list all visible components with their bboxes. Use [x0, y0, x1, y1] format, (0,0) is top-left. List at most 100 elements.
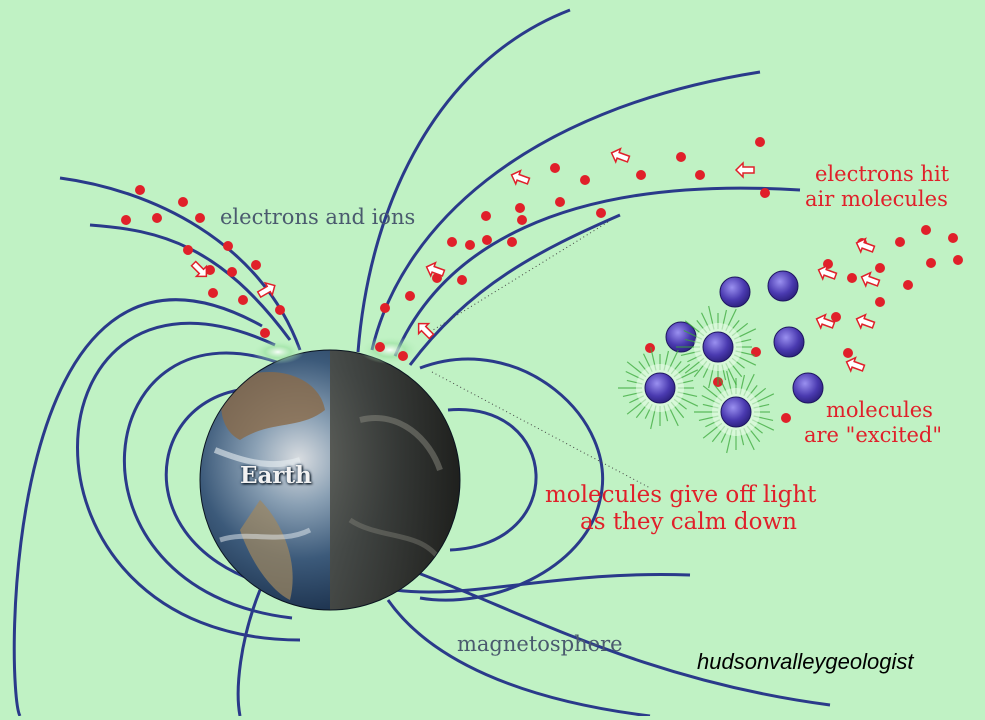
particle-dot: [223, 241, 233, 251]
particle-dot: [457, 275, 467, 285]
particle-dot: [208, 288, 218, 298]
label-magnetosphere: magnetosphere: [457, 632, 623, 656]
particle-dot: [645, 343, 655, 353]
particle-dot: [398, 351, 408, 361]
aurora-glow-left: [252, 340, 304, 364]
particle-dot: [251, 260, 261, 270]
particle-dot: [405, 291, 415, 301]
field-line-lower-2: [409, 568, 831, 707]
particle-dot: [517, 215, 527, 225]
particle-dot: [375, 342, 385, 352]
molecule: [792, 372, 824, 404]
particle-dot: [948, 233, 958, 243]
particle-dot: [953, 255, 963, 265]
field-line-left-2: [123, 351, 293, 620]
flow-arrow: [417, 322, 435, 340]
particle-dot: [238, 295, 248, 305]
particle-dot: [921, 225, 931, 235]
label-earth: Earth: [240, 462, 312, 489]
particles: [121, 137, 963, 423]
molecule: [773, 326, 805, 358]
credit-watermark: hudsonvalleygeologist: [697, 649, 914, 674]
flow-arrow: [815, 313, 836, 330]
particle-dot: [760, 188, 770, 198]
flow-arrow: [860, 271, 881, 288]
field-line-lower-3: [386, 599, 651, 718]
particle-dot: [843, 348, 853, 358]
particle-dot: [831, 312, 841, 322]
flow-arrow: [845, 356, 866, 373]
field-line-left-3: [76, 321, 301, 642]
label-electrons-and-ions: electrons and ions: [220, 205, 416, 229]
label-give-off-light-line2: as they calm down: [580, 509, 797, 535]
field-line-polar-right-2: [370, 70, 761, 351]
excited-molecule: [618, 346, 699, 430]
particle-dot: [550, 163, 560, 173]
label-molecules-excited-line1: molecules: [826, 398, 933, 422]
particle-dot: [781, 413, 791, 423]
flow-arrow: [425, 261, 446, 278]
particle-dot: [875, 263, 885, 273]
particle-dot: [227, 267, 237, 277]
excited-molecule: [694, 370, 775, 454]
label-electrons-hit-line2: air molecules: [805, 187, 948, 211]
particle-dot: [895, 237, 905, 247]
particle-dot: [135, 185, 145, 195]
field-line-right-inner: [447, 408, 538, 552]
particle-dot: [695, 170, 705, 180]
particle-dot: [875, 297, 885, 307]
particle-dot: [676, 152, 686, 162]
excited-molecule: [676, 305, 757, 389]
label-electrons-hit-line1: electrons hit: [815, 162, 950, 186]
particle-dot: [580, 175, 590, 185]
particle-dot: [183, 245, 193, 255]
field-line-polar-right-3: [393, 186, 801, 357]
label-give-off-light-line1: molecules give off light: [545, 482, 817, 508]
flow-arrow: [510, 169, 531, 186]
particle-dot: [275, 305, 285, 315]
particle-dot: [380, 303, 390, 313]
molecules: [618, 270, 824, 454]
field-line-lower-1: [394, 572, 691, 594]
aurora-glow-right: [360, 336, 420, 364]
particle-dot: [178, 197, 188, 207]
particle-dot: [121, 215, 131, 225]
particle-dot: [926, 258, 936, 268]
particle-dot: [152, 213, 162, 223]
flow-arrow: [256, 281, 276, 299]
particle-dot: [482, 235, 492, 245]
particle-dot: [205, 265, 215, 275]
flow-arrow: [855, 237, 876, 254]
particle-dot: [903, 280, 913, 290]
flow-arrow: [817, 264, 838, 281]
field-line-polar-right-1: [356, 8, 571, 353]
molecule: [767, 270, 799, 302]
label-molecules-excited-line2: are "excited": [804, 423, 943, 447]
field-lines: [12, 8, 831, 718]
flow-arrow: [190, 260, 208, 278]
particle-dot: [636, 170, 646, 180]
particle-dot: [447, 237, 457, 247]
particle-dot: [195, 213, 205, 223]
connector-lines: [424, 221, 651, 489]
field-line-polar-right-4: [408, 213, 621, 366]
field-line-left-4: [12, 298, 263, 717]
particle-dot: [755, 137, 765, 147]
molecule: [719, 276, 751, 308]
flow-arrow: [734, 161, 755, 179]
flow-arrow: [855, 313, 876, 330]
particle-dot: [555, 197, 565, 207]
particle-dot: [515, 203, 525, 213]
particle-dot: [465, 240, 475, 250]
particle-dot: [481, 211, 491, 221]
particle-dot: [260, 328, 270, 338]
particle-dot: [751, 347, 761, 357]
field-line-right-2: [419, 357, 604, 602]
particle-dot: [847, 273, 857, 283]
particle-dot: [596, 208, 606, 218]
flow-arrow: [610, 147, 631, 164]
flow-arrows: [190, 147, 881, 373]
particle-dot: [507, 237, 517, 247]
